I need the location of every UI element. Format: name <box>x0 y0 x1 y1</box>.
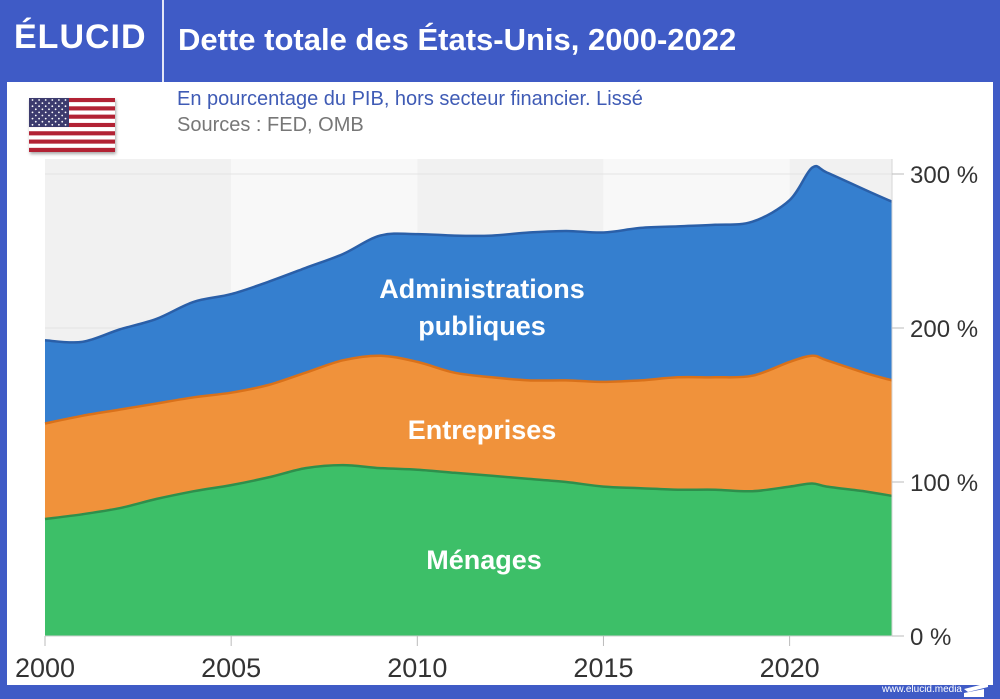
x-tick-label: 2020 <box>760 653 820 683</box>
x-tick-label: 2010 <box>387 653 447 683</box>
page-title: Dette totale des États-Unis, 2000-2022 <box>178 22 737 57</box>
us-flag-icon <box>29 98 115 152</box>
x-tick-label: 2000 <box>15 653 75 683</box>
area-menages <box>45 465 892 636</box>
x-tick-label: 2005 <box>201 653 261 683</box>
series-label-entreprises: Entreprises <box>408 415 557 445</box>
line-entreprises <box>44 354 893 425</box>
series-label-administrations: Administrations <box>379 274 585 304</box>
chart-sources: Sources : FED, OMB <box>177 114 364 136</box>
y-tick-label: 0 % <box>910 624 951 651</box>
x-tick-label: 2015 <box>573 653 633 683</box>
y-tick-label: 100 % <box>910 470 978 497</box>
header-divider <box>162 0 164 82</box>
elucid-logo: ÉLUCID <box>14 18 147 56</box>
y-tick-label: 200 % <box>910 316 978 343</box>
chart-subtitle: En pourcentage du PIB, hors secteur fina… <box>177 88 643 110</box>
footer-url[interactable]: www.elucid.media <box>881 684 962 695</box>
line-menages <box>44 463 893 521</box>
series-label-menages: Ménages <box>426 545 542 575</box>
line-administrations-publiques <box>44 164 893 344</box>
header: ÉLUCID Dette totale des États-Unis, 2000… <box>0 0 1000 82</box>
elucid-mark-icon <box>964 683 988 697</box>
y-tick-label: 300 % <box>910 162 978 189</box>
series-label-publiques: publiques <box>418 311 546 341</box>
